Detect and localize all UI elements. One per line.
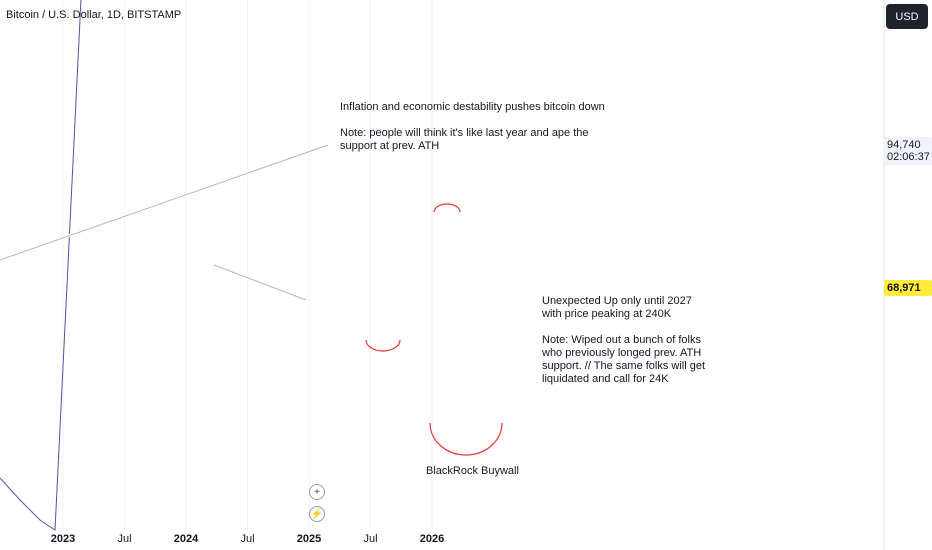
current-price-label: 94,740 <box>887 139 921 151</box>
moving-averages <box>0 0 82 531</box>
trend-lines <box>0 143 329 302</box>
arc-buywall <box>429 422 503 456</box>
time-tick-label: Jul <box>240 533 254 545</box>
current-price-badge: 94,740 02:06:37 <box>884 137 932 165</box>
support-trendline <box>0 144 329 261</box>
currency-button[interactable]: USD <box>886 4 928 29</box>
moving-average-purple <box>0 0 82 531</box>
annotation-buywall[interactable]: BlackRock Buywall <box>426 465 519 477</box>
bar-countdown-label: 02:06:37 <box>887 151 930 163</box>
reference-price-badge: 68,971 <box>884 280 932 296</box>
annotation-unexpected-up[interactable]: Unexpected Up only until 2027 with price… <box>542 295 692 320</box>
grid-lines <box>62 0 433 530</box>
arc-low-left <box>365 339 401 352</box>
resistance-trendline <box>213 264 307 301</box>
annotation-note-wiped[interactable]: Note: Wiped out a bunch of folks who pre… <box>542 334 706 385</box>
time-tick-label: 2026 <box>420 533 444 545</box>
time-axis[interactable]: 2023 Jul 2024 Jul 2025 Jul 2026 <box>51 533 444 545</box>
time-tick-label: Jul <box>363 533 377 545</box>
plus-circle-icon[interactable]: + <box>309 484 325 500</box>
time-tick-label: Jul <box>117 533 131 545</box>
time-tick-label: 2025 <box>297 533 321 545</box>
arc-top <box>433 203 461 213</box>
annotation-arcs <box>365 203 503 456</box>
time-tick-label: 2024 <box>174 533 199 545</box>
chart-title: Bitcoin / U.S. Dollar, 1D, BITSTAMP <box>6 9 182 21</box>
time-tick-label: 2023 <box>51 533 75 545</box>
annotation-note-support[interactable]: Note: people will think it's like last y… <box>340 127 589 152</box>
lightning-icon[interactable]: ⚡ <box>309 506 325 522</box>
annotation-inflation[interactable]: Inflation and economic destability pushe… <box>340 101 605 113</box>
